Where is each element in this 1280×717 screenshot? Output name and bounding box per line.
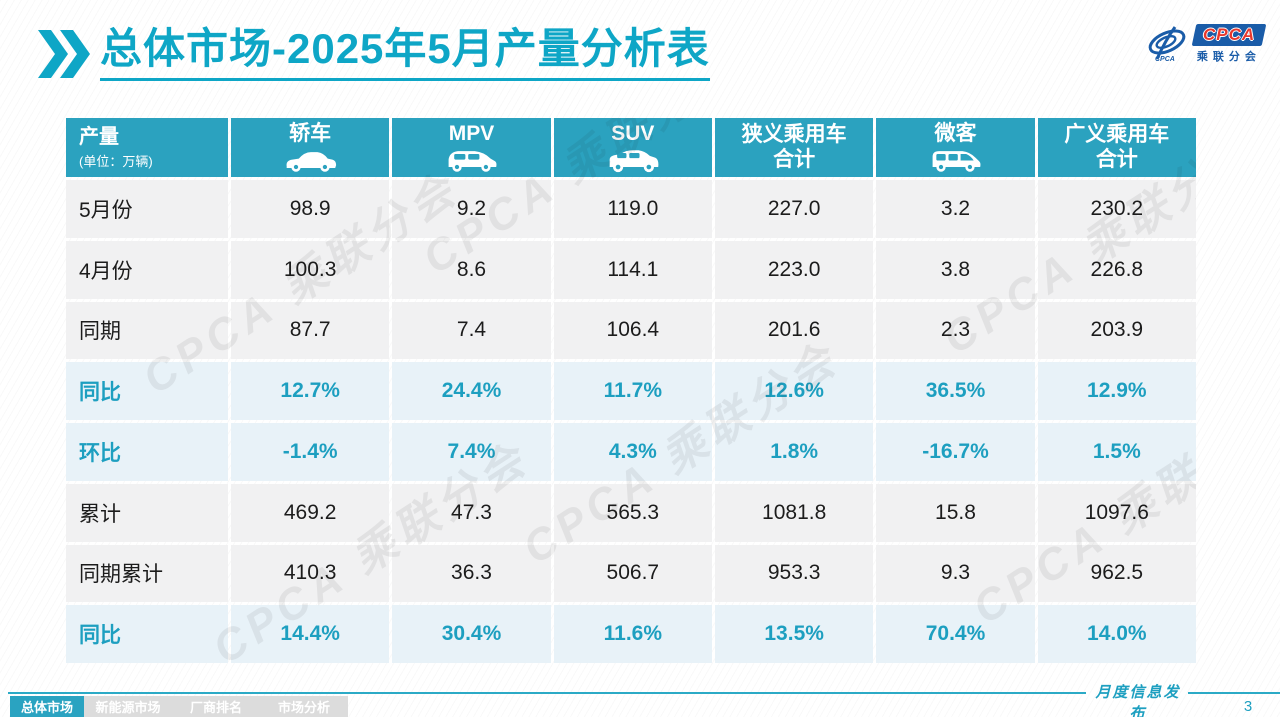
table-cell: 106.4 xyxy=(553,301,712,360)
table-cell: 14.0% xyxy=(1037,605,1196,663)
table-cell: 11.7% xyxy=(553,362,712,420)
table-cell: 114.1 xyxy=(553,240,712,299)
table-cell: 410.3 xyxy=(231,544,390,603)
van-icon xyxy=(933,151,981,172)
tab-nev-market[interactable]: 新能源市场 xyxy=(84,696,172,717)
table-cell: 30.4% xyxy=(392,605,551,663)
table-cell: 36.3 xyxy=(392,544,551,603)
table-cell: 3.2 xyxy=(876,180,1035,238)
cpca-logo-subtext: 乘联分会 xyxy=(1196,51,1261,63)
table-header-microvan: 微客 xyxy=(876,118,1035,177)
table-cell: 9.3 xyxy=(876,544,1035,603)
mpv-icon xyxy=(449,151,497,172)
table-cell: 24.4% xyxy=(392,362,551,420)
table-cell: 1081.8 xyxy=(714,483,874,542)
table-cell: 1.5% xyxy=(1037,423,1196,481)
table-cell: 36.5% xyxy=(876,362,1035,420)
row-label-same-period-cumulative: 同期累计 xyxy=(66,544,228,603)
table-cell: 223.0 xyxy=(714,240,874,299)
table-header-broad-pv-total: 广义乘用车 合计 xyxy=(1037,118,1196,177)
cpca-logo-name: CPCA xyxy=(1202,25,1255,44)
table-cell: 12.6% xyxy=(714,362,874,420)
table-cell: 70.4% xyxy=(876,605,1035,663)
cpca-swirl-icon: CPCA xyxy=(1148,26,1186,63)
cpca-logo-text: CPCA 乘联分会 xyxy=(1191,24,1267,64)
table-cell: 13.5% xyxy=(714,605,874,663)
table-cell: 203.9 xyxy=(1037,301,1196,360)
footer-release-label: 月度信息发布 xyxy=(1095,685,1181,717)
table-cell: 47.3 xyxy=(392,483,551,542)
table-cell: 4.3% xyxy=(553,423,712,481)
row-label-may: 5月份 xyxy=(66,180,228,238)
table-cell: 14.4% xyxy=(231,605,390,663)
bottom-nav-tabs: 总体市场 新能源市场 厂商排名 市场分析 xyxy=(10,696,348,717)
row-label-mom: 环比 xyxy=(66,423,228,481)
table-cell: 2.3 xyxy=(876,301,1035,360)
table-cell: 8.6 xyxy=(392,240,551,299)
table-cell: 3.8 xyxy=(876,240,1035,299)
table-cell: 230.2 xyxy=(1037,180,1196,238)
table-header-production: 产量 (单位：万辆) xyxy=(66,118,228,177)
table-cell: 227.0 xyxy=(714,180,874,238)
cpca-logo-box: CPCA xyxy=(1191,24,1267,46)
tab-manufacturer-ranking[interactable]: 厂商排名 xyxy=(172,696,260,717)
table-cell: 119.0 xyxy=(553,180,712,238)
tab-overall-market[interactable]: 总体市场 xyxy=(10,696,84,717)
table-cell: 12.7% xyxy=(231,362,390,420)
cpca-logo: CPCA CPCA 乘联分会 xyxy=(1145,24,1267,64)
table-cell: 962.5 xyxy=(1037,544,1196,603)
sedan-icon xyxy=(286,152,337,172)
suv-icon xyxy=(609,150,659,173)
table-cell: 506.7 xyxy=(553,544,712,603)
table-cell: 11.6% xyxy=(553,605,712,663)
header-production-unit: (单位：万辆) xyxy=(79,153,153,169)
footer-divider-line-right xyxy=(1188,692,1280,694)
table-header-narrow-pv-total: 狭义乘用车 合计 xyxy=(714,118,874,177)
table-cell: 953.3 xyxy=(714,544,874,603)
table-cell: 12.9% xyxy=(1037,362,1196,420)
table-header-mpv: MPV xyxy=(392,118,551,177)
table-cell: 201.6 xyxy=(714,301,874,360)
table-cell: 469.2 xyxy=(231,483,390,542)
double-chevron-icon xyxy=(38,29,90,78)
page-title: 总体市场-2025年5月产量分析表 xyxy=(100,25,710,82)
table-cell: -16.7% xyxy=(876,423,1035,481)
table-cell: 87.7 xyxy=(231,301,390,360)
production-table-grid: 产量 (单位：万辆) 轿车 MPV xyxy=(66,118,1196,663)
header-production-label: 产量 xyxy=(79,125,119,148)
table-cell: 98.9 xyxy=(231,180,390,238)
table-cell: 226.8 xyxy=(1037,240,1196,299)
row-label-cumulative: 累计 xyxy=(66,483,228,542)
row-label-same-period: 同期 xyxy=(66,301,228,360)
svg-text:CPCA: CPCA xyxy=(1155,56,1175,63)
table-header-sedan: 轿车 xyxy=(231,118,390,177)
table-cell: 1097.6 xyxy=(1037,483,1196,542)
table-cell: -1.4% xyxy=(231,423,390,481)
row-label-yoy: 同比 xyxy=(66,362,228,420)
table-cell: 7.4% xyxy=(392,423,551,481)
table-cell: 7.4 xyxy=(392,301,551,360)
table-cell: 1.8% xyxy=(714,423,874,481)
page-number: 3 xyxy=(1243,698,1253,715)
table-cell: 100.3 xyxy=(231,240,390,299)
table-cell: 9.2 xyxy=(392,180,551,238)
footer-divider-line xyxy=(8,692,1086,694)
table-cell: 15.8 xyxy=(876,483,1035,542)
row-label-april: 4月份 xyxy=(66,240,228,299)
title-row: 总体市场-2025年5月产量分析表 xyxy=(38,25,710,82)
table-cell: 565.3 xyxy=(553,483,712,542)
production-table: 产量 (单位：万辆) 轿车 MPV xyxy=(66,118,1196,663)
row-label-yoy-cumulative: 同比 xyxy=(66,605,228,663)
table-header-suv: SUV xyxy=(553,118,712,177)
tab-market-analysis[interactable]: 市场分析 xyxy=(260,696,348,717)
